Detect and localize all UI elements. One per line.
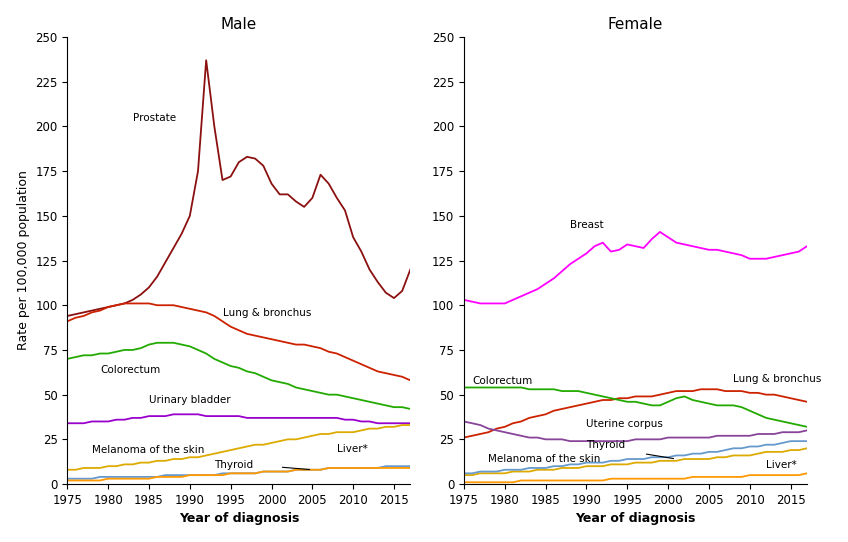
Title: Male: Male (220, 17, 257, 31)
Text: Urinary bladder: Urinary bladder (149, 395, 231, 405)
Text: Lung & bronchus: Lung & bronchus (734, 374, 822, 384)
Text: Thyroid: Thyroid (215, 460, 254, 470)
Text: Prostate: Prostate (132, 113, 176, 123)
Text: Breast: Breast (570, 220, 604, 230)
Y-axis label: Rate per 100,000 population: Rate per 100,000 population (17, 171, 30, 351)
Text: Liver*: Liver* (766, 460, 797, 470)
Text: Colorectum: Colorectum (100, 365, 160, 375)
Text: Lung & bronchus: Lung & bronchus (222, 308, 311, 318)
X-axis label: Year of diagnosis: Year of diagnosis (179, 512, 299, 525)
Text: Colorectum: Colorectum (472, 376, 533, 386)
Text: Melanoma of the skin: Melanoma of the skin (488, 454, 601, 464)
X-axis label: Year of diagnosis: Year of diagnosis (575, 512, 695, 525)
Text: Uterine corpus: Uterine corpus (587, 418, 663, 429)
Text: Thyroid: Thyroid (587, 440, 626, 450)
Title: Female: Female (608, 17, 663, 31)
Text: Liver*: Liver* (337, 444, 367, 454)
Text: Melanoma of the skin: Melanoma of the skin (92, 446, 204, 455)
